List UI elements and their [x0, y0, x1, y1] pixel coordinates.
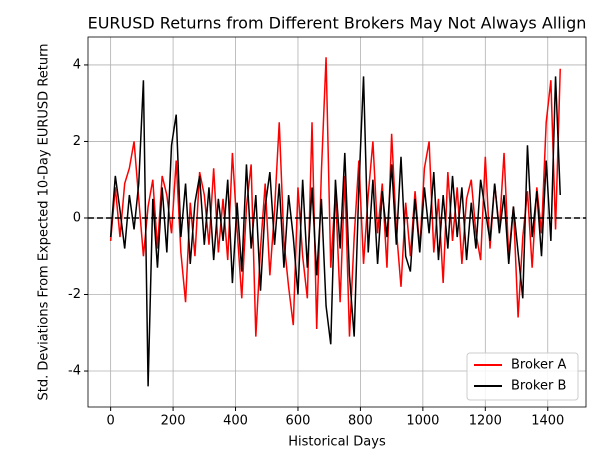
data-line: [109, 76, 561, 387]
y-tick-label: -4: [68, 364, 81, 379]
y-tick-label: -2: [68, 287, 81, 302]
x-tick-label: 0: [106, 414, 114, 429]
y-tick-label: 2: [73, 134, 81, 149]
x-tick-label: 1400: [531, 414, 564, 429]
chart-title: EURUSD Returns from Different Brokers Ma…: [88, 14, 587, 33]
x-tick-label: 600: [286, 414, 311, 429]
plot-frame: [87, 36, 587, 408]
legend-label: Broker B: [511, 379, 566, 394]
x-tick-label: 1200: [469, 414, 502, 429]
x-tick-label: 800: [348, 414, 373, 429]
y-axis-label: Std. Deviations From Expected 10-Day EUR…: [37, 44, 52, 401]
legend-label: Broker A: [511, 358, 566, 373]
x-tick-label: 1000: [406, 414, 439, 429]
x-axis-label: Historical Days: [288, 435, 386, 450]
y-tick-label: 0: [73, 210, 81, 225]
y-tick-label: 4: [73, 57, 81, 72]
x-tick-label: 200: [161, 414, 186, 429]
x-tick-label: 400: [223, 414, 248, 429]
